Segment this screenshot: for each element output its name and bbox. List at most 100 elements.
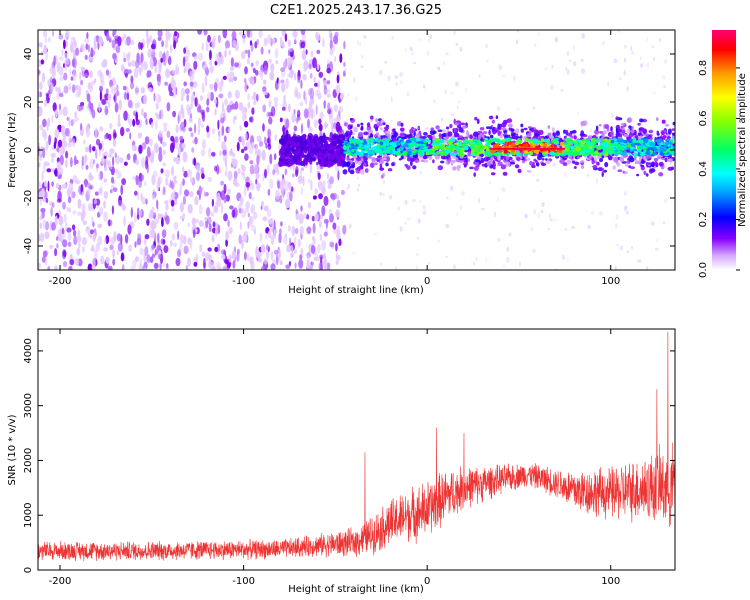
noise-speck <box>240 148 245 154</box>
noise-speck <box>334 36 338 45</box>
band-speck <box>278 160 283 167</box>
signal-halo <box>509 161 516 165</box>
noise-speck <box>53 55 56 67</box>
signal-halo <box>477 130 483 134</box>
noise-speck <box>111 205 114 215</box>
noise-speck <box>379 262 383 266</box>
signal-core <box>564 147 570 153</box>
noise-speck <box>80 122 83 131</box>
noise-speck <box>246 30 251 38</box>
band-speck <box>305 161 308 166</box>
signal-halo <box>430 127 435 132</box>
noise-speck <box>651 45 654 49</box>
noise-speck <box>428 261 430 265</box>
noise-speck <box>329 176 334 185</box>
noise-speck <box>243 251 247 261</box>
noise-speck <box>273 96 279 103</box>
noise-speck <box>241 239 244 250</box>
noise-speck <box>207 34 211 43</box>
noise-speck <box>298 259 304 269</box>
signal-halo <box>540 162 547 166</box>
noise-speck <box>54 265 58 270</box>
signal-halo <box>637 122 641 126</box>
noise-speck <box>253 100 257 106</box>
signal-core <box>379 151 383 156</box>
noise-speck <box>167 32 172 38</box>
noise-speck <box>294 35 297 44</box>
noise-speck <box>277 181 280 189</box>
noise-speck <box>185 88 190 95</box>
noise-speck <box>312 57 317 69</box>
noise-speck <box>127 69 132 74</box>
noise-speck <box>206 106 210 113</box>
noise-speck <box>216 196 222 207</box>
noise-speck <box>47 180 50 192</box>
noise-speck <box>273 219 276 230</box>
noise-speck <box>98 36 103 46</box>
x-tick-label: -200 <box>49 276 72 287</box>
noise-speck <box>626 85 629 92</box>
noise-speck <box>272 38 276 45</box>
noise-speck <box>129 118 132 127</box>
signal-core <box>510 142 516 147</box>
signal-core <box>607 139 612 143</box>
signal-halo <box>647 162 653 165</box>
noise-speck <box>222 30 228 39</box>
noise-speck <box>38 162 41 168</box>
noise-speck <box>201 251 206 257</box>
noise-speck <box>581 32 585 39</box>
signal-halo <box>604 124 610 129</box>
signal-halo <box>488 129 491 136</box>
noise-speck <box>92 221 95 228</box>
noise-speck <box>573 44 575 51</box>
signal-core <box>478 146 484 149</box>
signal-halo <box>580 130 584 136</box>
noise-speck <box>217 119 220 130</box>
band-speck <box>312 157 316 162</box>
noise-speck <box>246 58 251 65</box>
noise-speck <box>211 198 215 207</box>
noise-speck <box>162 162 167 167</box>
signal-core <box>416 141 423 144</box>
noise-speck <box>41 188 45 198</box>
noise-speck <box>187 222 191 228</box>
noise-speck <box>456 212 459 216</box>
noise-speck <box>135 159 140 165</box>
noise-speck <box>129 132 132 140</box>
signal-halo <box>481 158 484 164</box>
noise-speck <box>224 98 228 106</box>
signal-core <box>384 149 391 153</box>
noise-speck <box>658 38 662 43</box>
noise-speck <box>108 153 113 158</box>
band-speck <box>317 158 321 165</box>
noise-speck <box>125 36 131 46</box>
noise-speck <box>319 233 323 242</box>
noise-speck <box>71 84 76 94</box>
noise-speck <box>258 69 264 77</box>
noise-speck <box>56 147 59 152</box>
noise-speck <box>599 210 603 216</box>
noise-speck <box>227 91 232 99</box>
noise-speck <box>207 247 212 252</box>
noise-speck <box>383 193 385 197</box>
noise-speck <box>233 177 238 186</box>
noise-speck <box>637 259 642 263</box>
signal-halo <box>474 161 479 166</box>
noise-speck <box>62 106 68 117</box>
signal-halo <box>541 158 545 161</box>
noise-speck <box>404 221 407 226</box>
noise-speck <box>205 44 209 52</box>
noise-speck <box>284 233 288 238</box>
noise-speck <box>146 70 152 78</box>
noise-speck <box>223 196 227 204</box>
noise-speck <box>180 88 186 97</box>
noise-speck <box>177 115 180 124</box>
band-speck <box>338 161 342 167</box>
signal-core <box>562 142 569 145</box>
noise-speck <box>117 199 123 207</box>
noise-speck <box>150 229 156 239</box>
noise-speck <box>279 228 282 235</box>
noise-speck <box>40 51 45 56</box>
noise-speck <box>251 78 255 86</box>
signal-core <box>474 151 478 154</box>
